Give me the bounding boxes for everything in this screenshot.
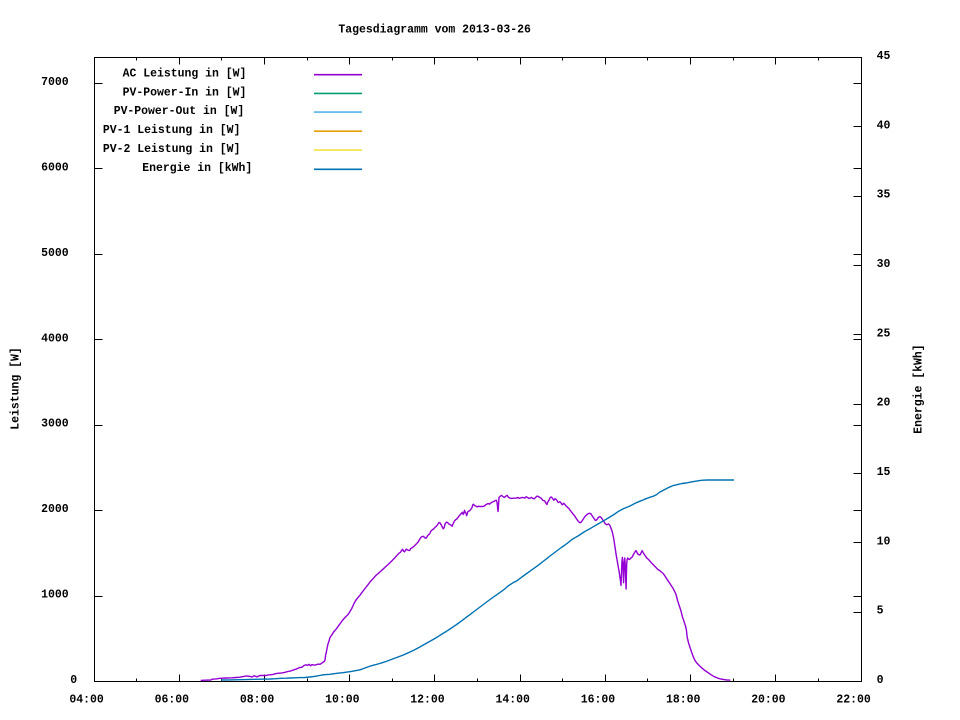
svg-text:6000: 6000	[41, 160, 69, 174]
svg-text:14:00: 14:00	[496, 693, 530, 707]
svg-text:06:00: 06:00	[155, 693, 189, 707]
svg-text:15: 15	[877, 465, 891, 479]
svg-text:10: 10	[877, 534, 891, 548]
svg-text:25: 25	[877, 326, 891, 340]
svg-text:22:00: 22:00	[836, 693, 870, 707]
svg-text:40: 40	[877, 118, 891, 132]
svg-text:PV-Power-Out in [W]: PV-Power-Out in [W]	[114, 104, 245, 118]
svg-text:20: 20	[877, 396, 891, 410]
svg-text:Leistung [W]: Leistung [W]	[9, 347, 23, 430]
svg-text:Energie [kWh]: Energie [kWh]	[911, 344, 925, 433]
svg-text:1000: 1000	[41, 588, 69, 602]
svg-text:PV-Power-In in [W]: PV-Power-In in [W]	[123, 85, 247, 99]
svg-text:30: 30	[877, 257, 891, 271]
svg-text:AC Leistung in [W]: AC Leistung in [W]	[123, 67, 247, 81]
svg-text:5000: 5000	[41, 246, 69, 260]
svg-text:5: 5	[877, 604, 884, 618]
svg-text:3000: 3000	[41, 417, 69, 431]
svg-text:10:00: 10:00	[325, 693, 359, 707]
svg-text:20:00: 20:00	[751, 693, 785, 707]
svg-text:2000: 2000	[41, 502, 69, 516]
svg-text:Tagesdiagramm vom 2013-03-26: Tagesdiagramm vom 2013-03-26	[338, 22, 531, 36]
svg-text:0: 0	[877, 673, 884, 687]
svg-text:45: 45	[877, 49, 891, 63]
svg-text:PV-2 Leistung in [W]: PV-2 Leistung in [W]	[103, 142, 241, 156]
svg-text:35: 35	[877, 188, 891, 202]
svg-text:08:00: 08:00	[240, 693, 274, 707]
svg-text:7000: 7000	[41, 75, 69, 89]
svg-text:0: 0	[70, 673, 77, 687]
svg-text:16:00: 16:00	[581, 693, 615, 707]
svg-text:12:00: 12:00	[410, 693, 444, 707]
svg-text:Energie in [kWh]: Energie in [kWh]	[142, 161, 252, 175]
svg-text:PV-1 Leistung in [W]: PV-1 Leistung in [W]	[103, 123, 241, 137]
svg-text:4000: 4000	[41, 331, 69, 345]
svg-text:18:00: 18:00	[666, 693, 700, 707]
svg-text:04:00: 04:00	[69, 693, 103, 707]
